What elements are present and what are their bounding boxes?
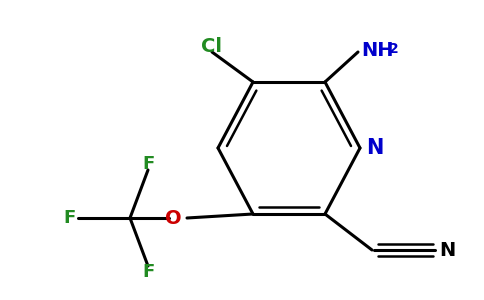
Text: F: F	[142, 155, 154, 173]
Text: F: F	[64, 209, 76, 227]
Text: N: N	[439, 241, 455, 260]
Text: Cl: Cl	[201, 37, 223, 56]
Text: F: F	[142, 263, 154, 281]
Text: N: N	[366, 138, 383, 158]
Text: O: O	[166, 208, 182, 227]
Text: 2: 2	[389, 42, 399, 56]
Text: NH: NH	[361, 40, 393, 59]
